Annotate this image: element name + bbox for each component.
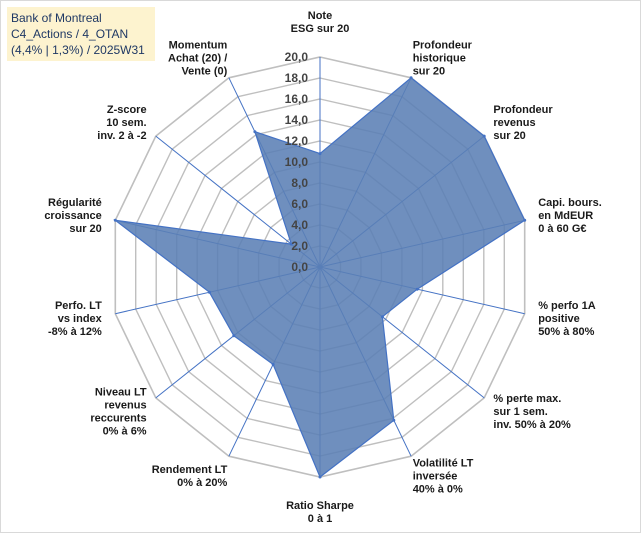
- axis-label-line: Momentum: [169, 40, 228, 52]
- axis-label-line: -8% à 12%: [48, 326, 102, 338]
- axis-label-line: sur 1 sem.: [493, 406, 547, 418]
- axis-label-line: en MdEUR: [538, 210, 593, 222]
- axis-label-line: 0% à 20%: [177, 477, 227, 489]
- radar-series: [113, 76, 527, 479]
- data-point: [289, 242, 293, 246]
- data-point: [113, 218, 117, 222]
- axis-label-line: vs index: [58, 313, 103, 325]
- axis-label-line: Perfo. LT: [55, 300, 102, 312]
- axis-label-line: Profondeur: [413, 40, 473, 52]
- axis-label-line: 40% à 0%: [413, 484, 463, 496]
- axis-label-line: 0 à 1: [308, 513, 332, 525]
- chart-title-box: Bank of Montreal C4_Actions / 4_OTAN (4,…: [7, 7, 155, 61]
- axis-label-line: ESG sur 20: [291, 23, 350, 35]
- axis-label: Perfo. LT vs index -8% à 12%: [48, 300, 103, 338]
- axis-label-line: Capi. bours.: [538, 197, 602, 209]
- axis-label: % perte max. sur 1 sem. inv. 50% à 20%: [493, 393, 571, 431]
- axis-label-line: revenus: [104, 400, 146, 412]
- axis-label: Z-score 10 sem. inv. 2 à -2: [97, 104, 146, 142]
- axis-label: Note ESG sur 20: [291, 10, 350, 35]
- axis-label: Niveau LT revenus reccurents 0% à 6%: [90, 387, 147, 438]
- axis-label-line: historique: [413, 53, 466, 65]
- axis-label-line: 0% à 6%: [103, 426, 147, 438]
- data-point: [415, 287, 419, 291]
- data-point: [232, 334, 236, 338]
- axis-label-line: Niveau LT: [95, 387, 147, 399]
- tick-label: 20,0: [285, 50, 309, 64]
- axis-label-line: % perfo 1A: [538, 300, 596, 312]
- axis-label-line: % perte max.: [493, 393, 561, 405]
- axis-label-line: 50% à 80%: [538, 326, 594, 338]
- title-line-2: C4_Actions / 4_OTAN: [11, 27, 129, 41]
- data-point: [409, 76, 413, 80]
- tick-label: 8,0: [291, 176, 308, 190]
- data-point: [271, 362, 275, 366]
- axis-label-line: croissance: [44, 210, 101, 222]
- axis-label: Volatilité LT inversée 40% à 0%: [413, 458, 474, 496]
- axis-label-line: reccurents: [90, 413, 146, 425]
- axis-label-line: Profondeur: [493, 104, 553, 116]
- data-point: [523, 218, 527, 222]
- axis-label-line: inv. 50% à 20%: [493, 419, 571, 431]
- axis-label-line: Régularité: [48, 197, 102, 209]
- axis-label-line: 0 à 60 G€: [538, 223, 586, 235]
- axis-label-line: sur 20: [413, 66, 445, 78]
- axis-label-line: Rendement LT: [152, 464, 228, 476]
- axis-label: Momentum Achat (20) / Vente (0): [168, 40, 228, 78]
- data-point: [392, 418, 396, 422]
- tick-label: 0,0: [291, 260, 308, 274]
- axis-label-line: inversée: [413, 471, 458, 483]
- tick-label: 4,0: [291, 218, 308, 232]
- axis-label-line: Achat (20) /: [168, 53, 227, 65]
- axis-label: % perfo 1A positive 50% à 80%: [538, 300, 596, 338]
- axis-label-line: Volatilité LT: [413, 458, 474, 470]
- data-point: [253, 130, 257, 134]
- axis-label: Profondeur historique sur 20: [413, 40, 473, 78]
- tick-label: 10,0: [285, 155, 309, 169]
- axis-label-line: Note: [308, 10, 332, 22]
- axis-label-line: 10 sem.: [106, 117, 146, 129]
- axis-label-line: Vente (0): [181, 66, 227, 78]
- tick-label: 6,0: [291, 197, 308, 211]
- tick-label: 12,0: [285, 134, 309, 148]
- tick-label: 14,0: [285, 113, 309, 127]
- title-line-3: (4,4% | 1,3%) / 2025W31: [11, 43, 145, 57]
- title-line-1: Bank of Montreal: [11, 11, 102, 25]
- axis-label-line: revenus: [493, 117, 535, 129]
- axis-label: Profondeur revenus sur 20: [493, 104, 553, 142]
- axis-label: Ratio Sharpe 0 à 1: [286, 500, 354, 525]
- tick-label: 2,0: [291, 239, 308, 253]
- tick-label: 16,0: [285, 92, 309, 106]
- radar-tick-labels: 0,0 2,0 4,0 6,0 8,0 10,0 12,0 14,0 16,0 18,0 20,0: [285, 50, 309, 274]
- axis-label-line: sur 20: [69, 223, 101, 235]
- data-point: [318, 475, 322, 479]
- data-point: [318, 152, 322, 156]
- axis-label: Régularité croissance sur 20: [44, 197, 101, 235]
- axis-label: Rendement LT 0% à 20%: [152, 464, 228, 489]
- data-point: [380, 315, 384, 319]
- axis-label-line: Z-score: [107, 104, 147, 116]
- axis-label-line: sur 20: [493, 130, 525, 142]
- tick-label: 18,0: [285, 71, 309, 85]
- axis-label-line: inv. 2 à -2: [97, 130, 146, 142]
- axis-label-line: Ratio Sharpe: [286, 500, 354, 512]
- axis-label-line: positive: [538, 313, 580, 325]
- data-point: [482, 134, 486, 138]
- axis-label: Capi. bours. en MdEUR 0 à 60 G€: [538, 197, 602, 235]
- data-point: [207, 290, 211, 294]
